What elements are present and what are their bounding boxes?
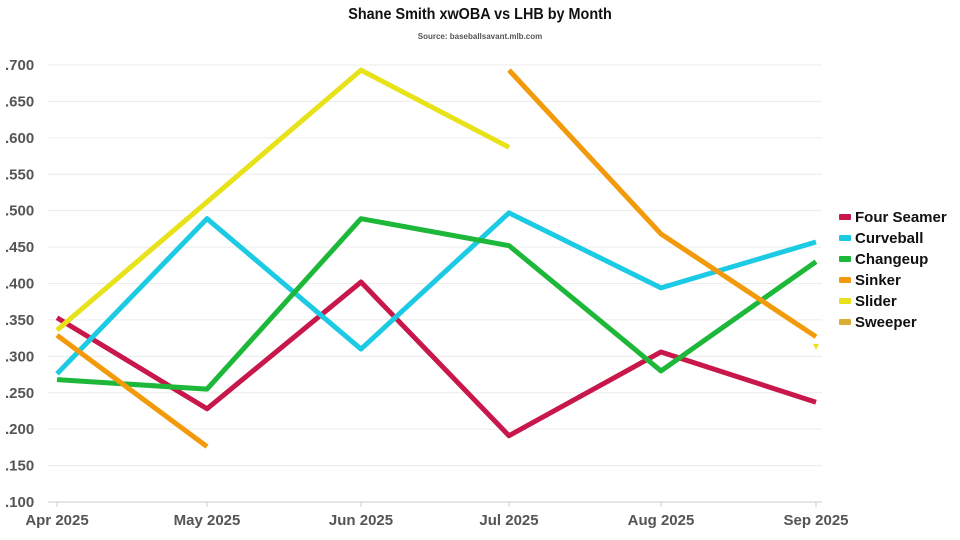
series-line-four-seamer (55, 279, 817, 439)
y-tick-label: .200 (5, 421, 34, 438)
legend-label: Sweeper (855, 314, 917, 331)
legend-swatch (839, 235, 851, 241)
legend-label: Slider (855, 293, 897, 310)
y-tick-label: .600 (5, 130, 34, 147)
legend-swatch (839, 277, 851, 283)
y-tick-label: .650 (5, 93, 34, 110)
series-line-slider (55, 67, 511, 333)
y-tick-label: .150 (5, 458, 34, 475)
x-tick-label: Apr 2025 (25, 512, 88, 529)
legend-label: Sinker (855, 272, 901, 289)
y-tick-label: .450 (5, 239, 34, 256)
legend-swatch (839, 319, 851, 325)
x-tick-label: Jul 2025 (479, 512, 538, 529)
legend-label: Four Seamer (855, 209, 947, 226)
legend-swatch (839, 214, 851, 220)
x-tick-label: May 2025 (174, 512, 241, 529)
legend-label: Curveball (855, 230, 923, 247)
y-tick-label: .100 (5, 494, 34, 511)
chart-title: Shane Smith xwOBA vs LHB by Month (348, 6, 612, 23)
y-tick-label: .300 (5, 348, 34, 365)
x-tick-label: Jun 2025 (329, 512, 393, 529)
legend-swatch (839, 256, 851, 262)
series-line-sinker (507, 68, 818, 339)
chart-subtitle: Source: baseballsavant.mlb.com (417, 32, 543, 41)
y-tick-label: .500 (5, 203, 34, 220)
series-line-sinker (55, 333, 209, 449)
y-tick-label: .250 (5, 385, 34, 402)
y-tick-label: .550 (5, 166, 34, 183)
legend-label: Changeup (855, 251, 928, 268)
y-tick-label: .350 (5, 312, 34, 329)
point-marker (813, 343, 819, 350)
y-tick-label: .400 (5, 276, 34, 293)
x-tick-label: Aug 2025 (628, 512, 695, 529)
x-tick-label: Sep 2025 (783, 512, 848, 529)
y-tick-label: .700 (5, 57, 34, 74)
legend-swatch (839, 298, 851, 304)
series-line-changeup (56, 216, 818, 392)
series-line-curveball (55, 210, 817, 376)
